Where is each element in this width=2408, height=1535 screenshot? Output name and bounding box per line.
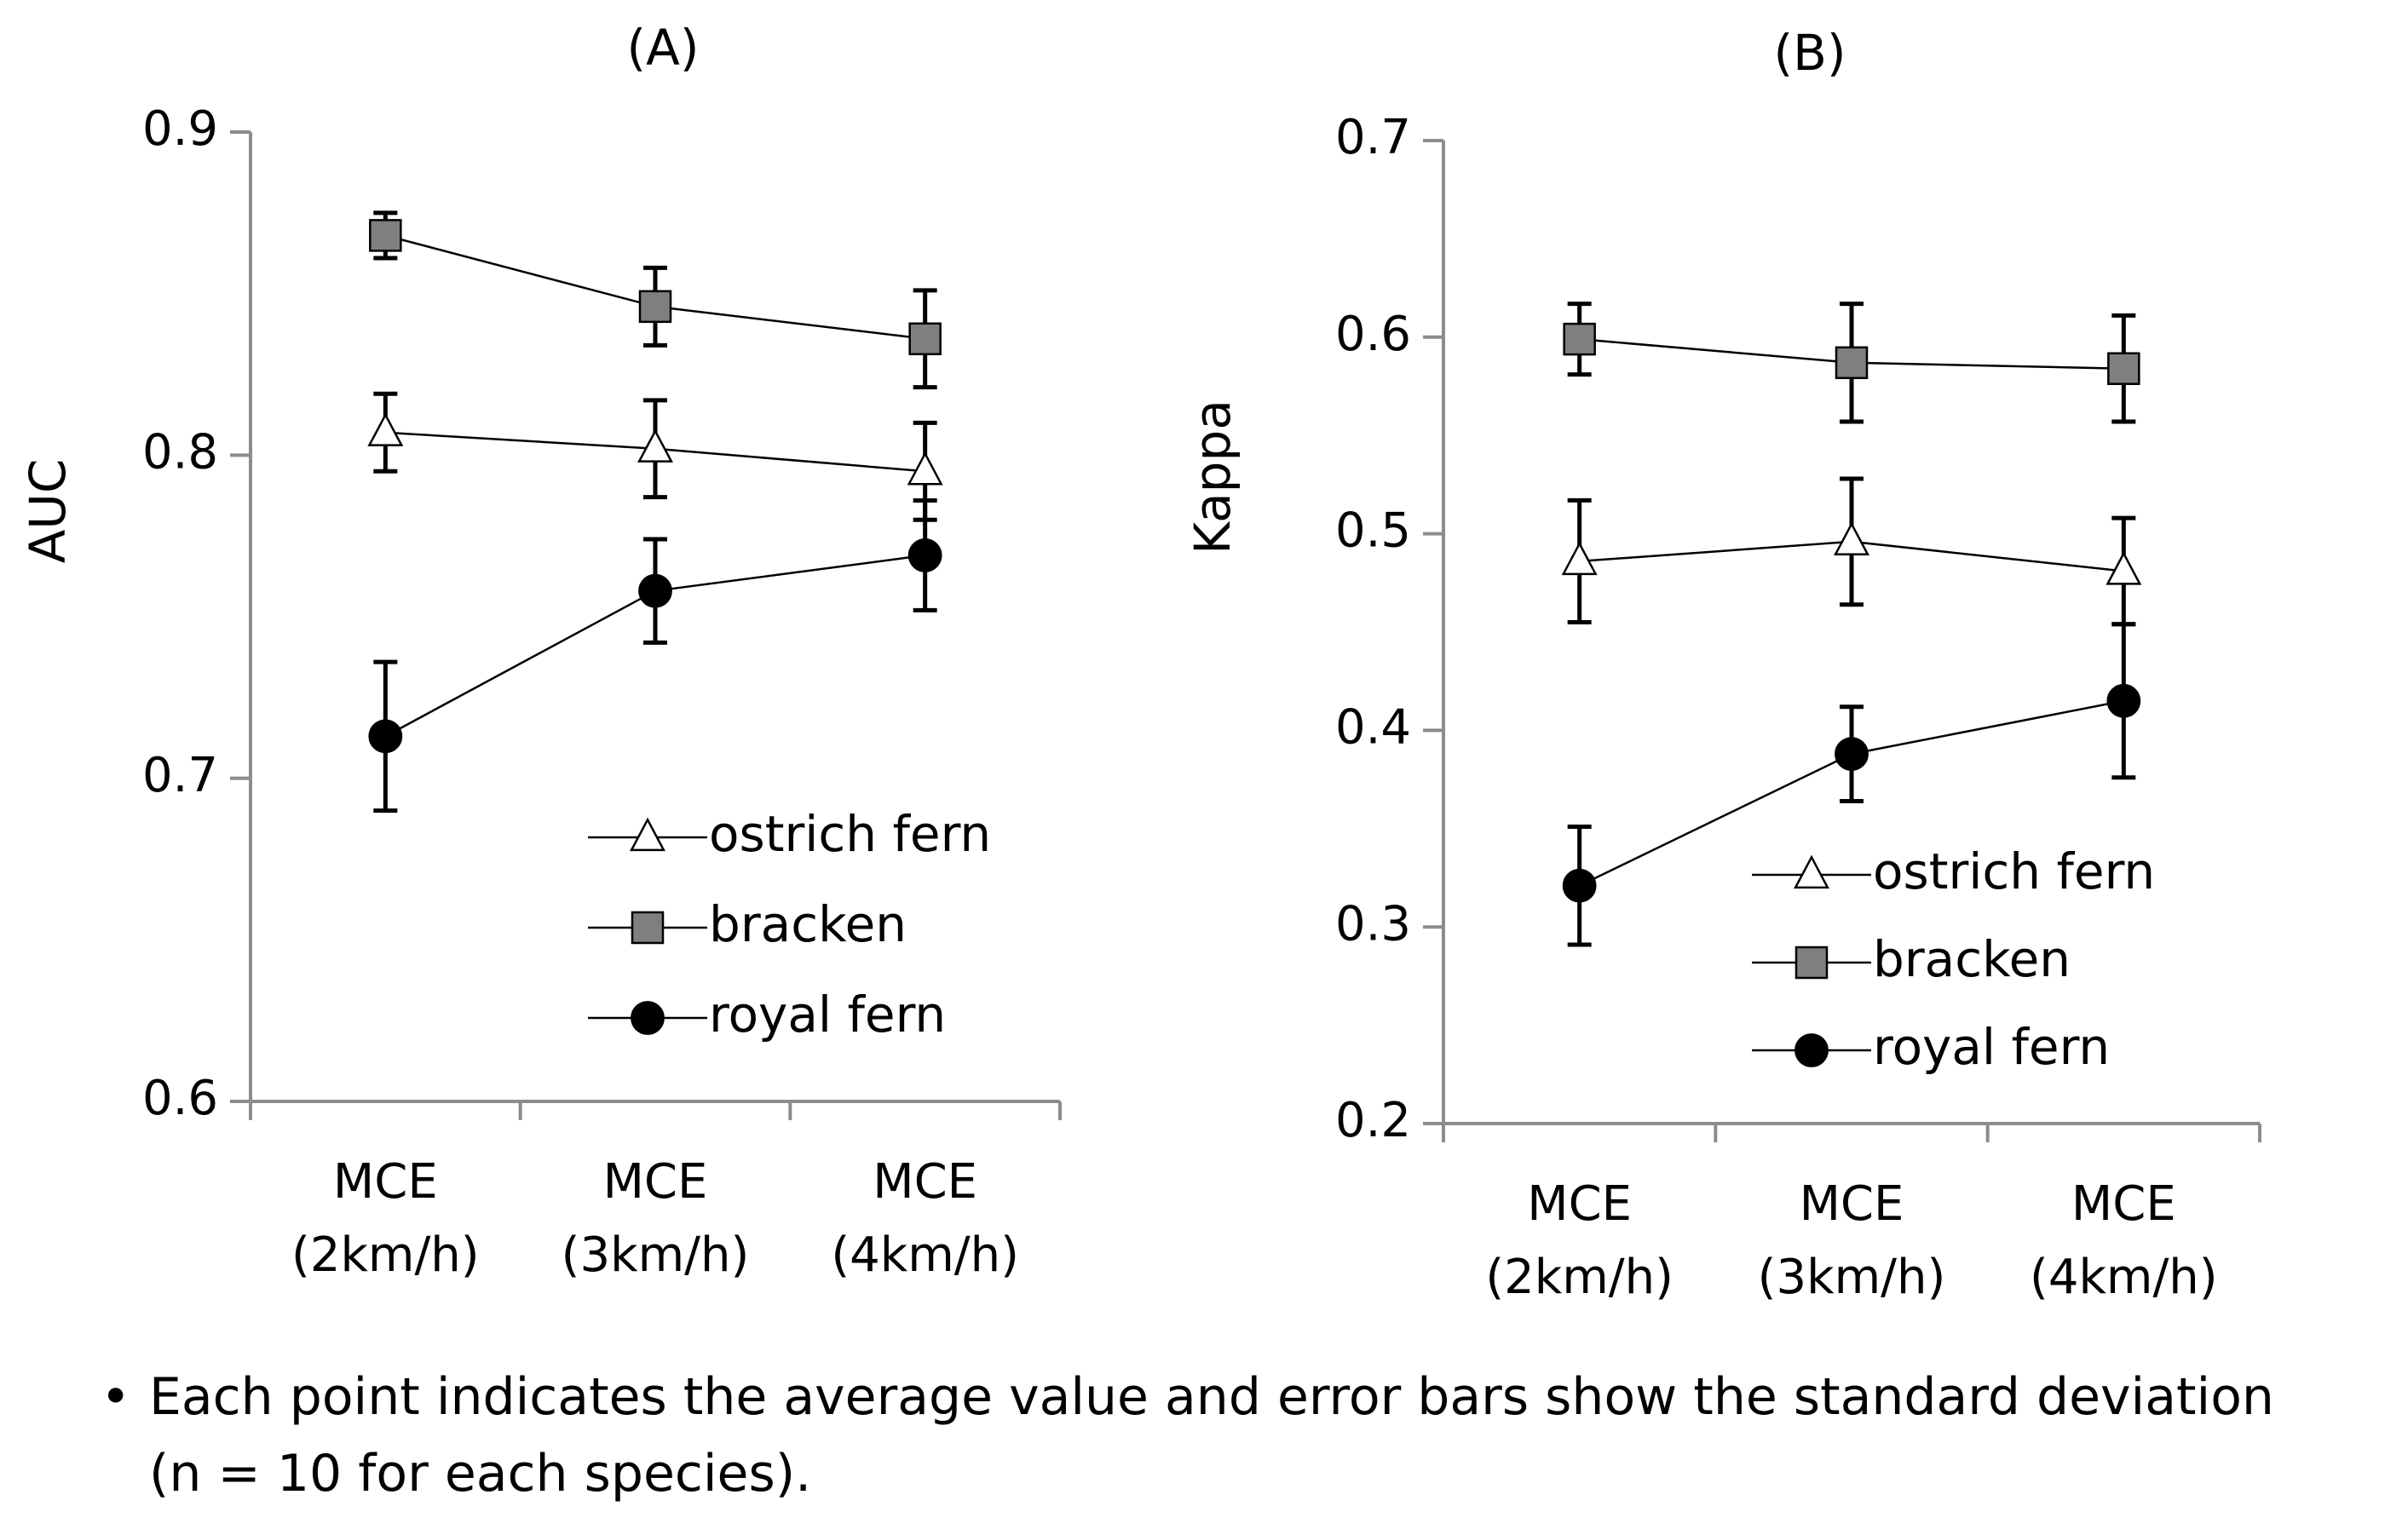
legend-entry: bracken: [588, 895, 907, 953]
series-ostrich-fern: [1561, 476, 2142, 627]
y-tick-label: 0.2: [1335, 1093, 1411, 1148]
legend-label: bracken: [709, 895, 907, 953]
data-point-circle: [907, 538, 942, 572]
x-tick-label: MCE: [2071, 1176, 2176, 1232]
data-point-circle: [1562, 868, 1597, 903]
y-tick-label: 0.6: [142, 1071, 218, 1126]
x-tick-label: (4km/h): [831, 1227, 1019, 1283]
legend-marker-circle: [631, 1001, 665, 1035]
y-tick-label: 0.5: [1335, 503, 1411, 559]
y-tick-label: 0.3: [1335, 896, 1411, 951]
data-point-triangle: [637, 428, 673, 463]
legend-marker-triangle: [630, 817, 665, 852]
x-tick-label: MCE: [1800, 1176, 1904, 1232]
legend-label: royal fern: [1873, 1018, 2110, 1076]
footnote-line-1: Each point indicates the average value a…: [149, 1367, 2274, 1427]
data-point-circle: [368, 719, 403, 754]
x-tick-label: MCE: [603, 1154, 708, 1210]
x-tick-label: MCE: [1527, 1176, 1632, 1232]
legend-entry: royal fern: [588, 986, 946, 1043]
legend-entry: bracken: [1752, 930, 2071, 988]
legend-label: ostrich fern: [709, 805, 991, 863]
y-tick-label: 0.8: [142, 424, 218, 480]
data-point-square: [638, 290, 672, 324]
x-tick-label: (4km/h): [2030, 1250, 2218, 1305]
footnote-line-2: (n = 10 for each species).: [149, 1444, 812, 1503]
x-tick-label: MCE: [333, 1154, 438, 1210]
legend-marker-square: [1794, 946, 1829, 980]
x-tick-label: (2km/h): [291, 1227, 480, 1283]
chart-panel-b: (B) Kappa 0.2 0.3 0.4 0.5 0.6 0.7 MCE (2km/h) MCE (…: [1184, 24, 2261, 1305]
data-point-triangle: [367, 412, 404, 446]
legend-entry: ostrich fern: [1752, 842, 2155, 900]
x-tick-label: (3km/h): [562, 1227, 750, 1283]
data-point-circle: [1835, 737, 1869, 771]
data-point-triangle: [1561, 541, 1598, 576]
legend-entry: royal fern: [1752, 1018, 2110, 1076]
series-bracken: [1563, 302, 2140, 424]
series-royal-fern: [1562, 622, 2141, 947]
data-point-square: [908, 322, 942, 356]
chart-title: (A): [627, 19, 700, 77]
data-point-circle: [2106, 683, 2141, 718]
legend-label: bracken: [1873, 930, 2071, 988]
x-tick-label: (3km/h): [1758, 1250, 1946, 1305]
data-point-square: [1835, 346, 1869, 380]
x-tick-label: (2km/h): [1485, 1250, 1674, 1305]
y-tick-label: 0.7: [1335, 110, 1411, 165]
legend-marker-square: [631, 911, 665, 945]
x-tick-label: MCE: [873, 1154, 977, 1210]
series-royal-fern: [368, 497, 942, 813]
y-tick-label: 0.9: [142, 101, 218, 157]
y-axis-label: Kappa: [1184, 400, 1241, 555]
data-point-square: [1563, 322, 1596, 356]
data-point-square: [2107, 352, 2140, 385]
y-tick-label: 0.4: [1335, 700, 1411, 756]
data-point-circle: [638, 573, 672, 608]
y-tick-label: 0.7: [142, 748, 218, 803]
legend-entry: ostrich fern: [588, 805, 991, 863]
y-axis-label: AUC: [19, 459, 77, 564]
data-point-triangle: [2106, 551, 2142, 585]
legend-label: ostrich fern: [1873, 842, 2155, 900]
chart-panel-a: (A) AUC 0.6 0.7 0.8 0.9 MCE (2km/h) MCE (3km/h) MC…: [19, 19, 1062, 1283]
y-tick-label: 0.6: [1335, 307, 1411, 362]
data-point-triangle: [907, 451, 943, 486]
legend-marker-triangle: [1794, 854, 1829, 889]
legend-label: royal fern: [709, 986, 946, 1043]
chart-title: (B): [1773, 24, 1846, 82]
footnote-bullet: •: [101, 1367, 131, 1427]
legend-marker-circle: [1794, 1033, 1829, 1067]
data-point-square: [369, 219, 402, 252]
data-point-triangle: [1834, 521, 1869, 555]
series-ostrich-fern: [367, 391, 943, 522]
series-bracken: [369, 210, 942, 390]
